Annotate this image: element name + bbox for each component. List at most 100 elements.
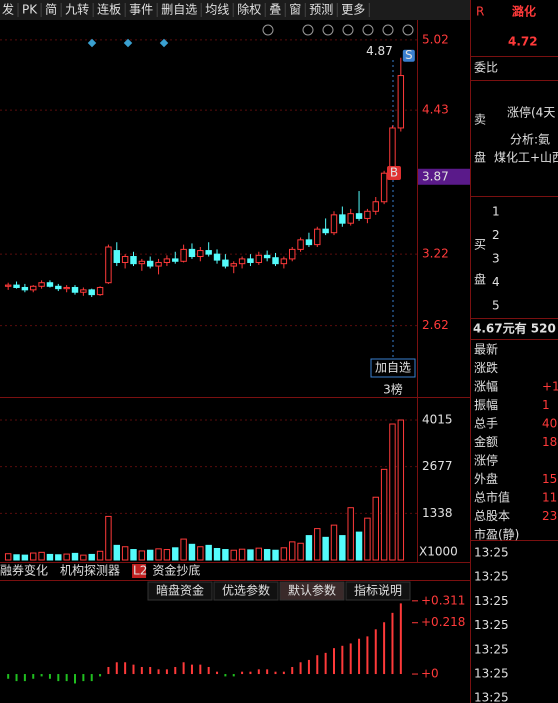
volume-bar [247,549,254,561]
button[interactable] [147,581,213,601]
volume-bar [71,552,79,561]
y-tick-label: 1338 [422,506,453,520]
volume-bar [263,549,271,561]
volume-bar [289,541,296,561]
l2-badge [132,564,147,578]
volume-bar [355,531,363,561]
toolbar-item[interactable]: 删自选 [161,3,197,17]
toolbar-item[interactable]: 预测 [309,3,333,17]
note: 涨停(4天 [507,105,555,120]
button[interactable] [279,581,345,601]
toolbar-item[interactable]: 简 [45,3,57,17]
field-label: 总手 [474,417,498,431]
volume-bar [4,553,12,561]
volume-unit: X1000 [419,545,458,559]
button-label[interactable]: 暗盘资金 [156,583,204,598]
tab[interactable]: 融券变化 [0,563,48,578]
buy-badge [387,166,401,180]
field-label: 最新 [474,342,498,357]
volume-bar [364,517,371,561]
volume-bar [330,524,338,561]
button[interactable] [213,581,279,601]
tab[interactable]: 资金抄底 [152,563,200,578]
candle-body [188,248,196,258]
candle-body [364,210,371,219]
volume-bar [38,551,45,561]
add-watch[interactable]: 加自选 [375,361,411,375]
buy-mark: B [390,166,398,180]
add-watch-box[interactable] [370,358,416,378]
toolbar-item[interactable]: 九转 [65,2,89,17]
toolbar-item[interactable]: 事件 [129,3,153,17]
flag: R [476,5,484,19]
candle-body [380,172,388,203]
toolbar-item[interactable]: PK [22,3,38,17]
volume-bar [197,546,204,561]
field-value: 1 [542,398,550,412]
buy-label: 买 [474,238,486,252]
field-label: 金额 [474,434,498,449]
sell-label: 卖 [474,113,486,127]
toolbar-item[interactable]: 均线 [205,3,229,17]
field-value: +1 [542,380,558,394]
candle-body [21,286,29,291]
cursor-price: 3.87 [422,169,449,183]
candle-body [238,258,246,265]
candle-body [272,257,279,265]
toolbar-item[interactable]: 窗 [289,3,301,17]
candle-body [30,285,37,291]
level: 3 [492,252,500,266]
button-label[interactable]: 指标说明 [354,583,402,598]
time: 13:25 [474,594,509,608]
field-value: 23 [542,509,557,523]
volume-bar [188,543,196,561]
button[interactable] [345,581,411,601]
volume-bar [13,554,20,561]
chart-tools [262,24,414,36]
y-tick-label: 2.62 [422,318,449,332]
volume-bar [55,554,62,561]
candle-body [213,253,221,261]
quote-head [472,1,558,55]
volume-bar [380,468,388,561]
toolbar-item[interactable]: 除权 [237,2,261,17]
tab[interactable]: 机构探测器 [60,563,120,578]
candle-body [280,258,288,265]
candle-body [297,239,304,250]
field-value: 11 [542,491,557,505]
volume-bar [389,423,396,561]
candle-body [113,250,120,263]
toolbar [0,0,470,20]
time: 13:25 [474,570,509,584]
volume-bar [163,549,171,561]
sell-mark: S [405,48,413,62]
candle-body [305,239,313,246]
marker [87,38,97,48]
candle-body [205,250,212,255]
tab[interactable]: L2 [133,564,147,578]
field-label: 总市值 [474,490,510,505]
button-label[interactable]: 优选参数 [222,583,270,598]
volume-bar [255,547,263,561]
volume-bar [213,547,221,561]
toolbar-item[interactable]: 叠 [269,3,281,17]
volume-bar [314,528,321,561]
toolbar-item[interactable]: 发 [2,2,14,17]
field-label: 涨停 [474,453,498,468]
candle-body [63,286,70,290]
volume-bar [305,535,313,561]
button-label[interactable]: 默认参数 [288,583,336,598]
marker [123,38,133,48]
candle-body [372,201,379,212]
toolbar-item[interactable]: 连板 [97,2,121,17]
y-tick-label: 5.02 [422,32,449,46]
y-tick-label: 3.22 [422,247,449,261]
y-tick-label: +0.311 [421,593,465,607]
toolbar-item[interactable]: 更多 [341,3,365,17]
time: 13:25 [474,546,509,560]
candle-body [197,250,204,258]
volume-bar [155,548,162,561]
note: 煤化工+山西 [494,151,558,165]
y-tick-label: 4.43 [422,103,449,117]
